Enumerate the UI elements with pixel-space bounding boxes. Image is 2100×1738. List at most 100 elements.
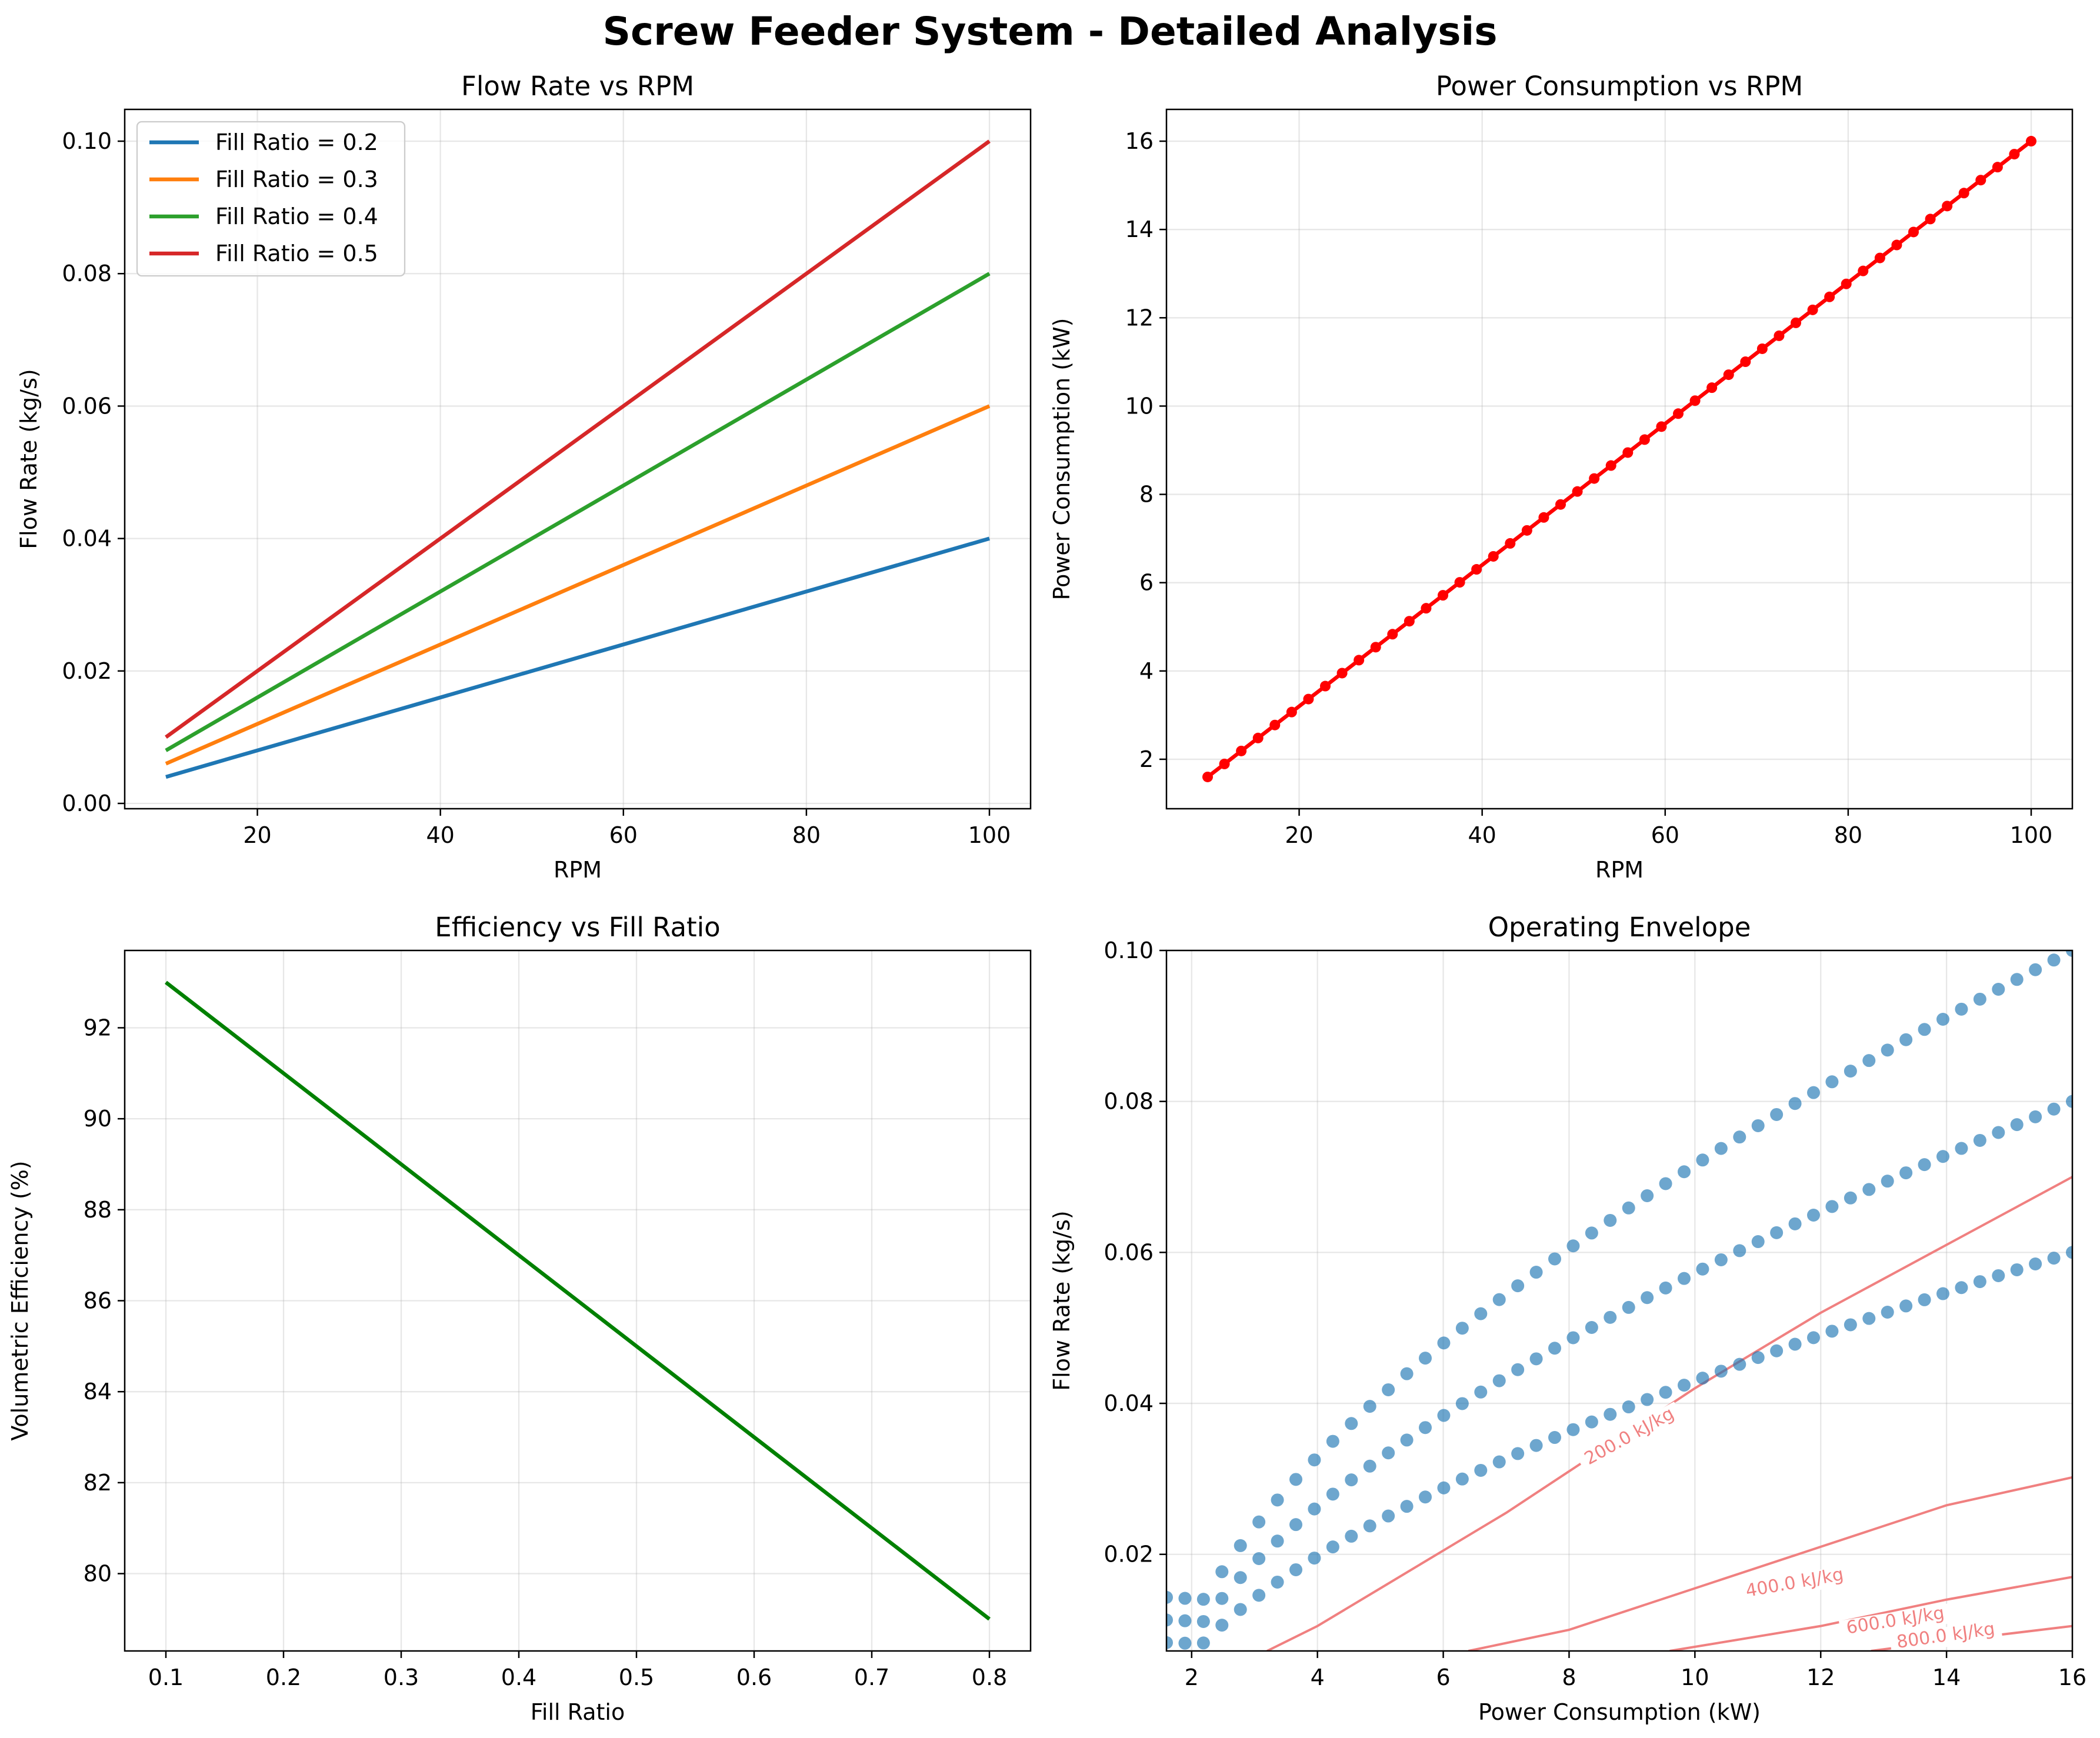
panel-title: Efficiency vs Fill Ratio [435,912,720,943]
power-marker [1824,291,1835,302]
envelope-point [1604,1310,1617,1324]
contour-line [1468,1476,2072,1651]
envelope-point [1419,1490,1432,1504]
y-tick-label: 0.00 [62,790,112,816]
x-tick-label: 0.7 [854,1664,889,1690]
x-axis-label: RPM [554,857,602,883]
y-tick-label: 92 [84,1015,112,1040]
envelope-point [1936,1150,1949,1163]
envelope-point [1511,1279,1525,1293]
power-marker [1874,252,1885,263]
power-marker [1521,525,1532,536]
power-marker [1202,771,1213,782]
envelope-point [1918,1158,1931,1172]
legend: Fill Ratio = 0.2 Fill Ratio = 0.3 Fill Rat… [136,121,406,277]
x-tick-label: 10 [1681,1664,1709,1690]
panel-title: Operating Envelope [1488,912,1751,943]
envelope-point [2047,1102,2061,1116]
x-tick-label: 60 [1651,822,1679,848]
envelope-point [1345,1473,1358,1487]
envelope-point [1714,1365,1728,1378]
envelope-point [1548,1342,1561,1355]
y-axis-label: Volumetric Efficiency (%) [7,1160,33,1440]
envelope-point [2029,1257,2042,1271]
power-marker [1673,408,1684,419]
panel-operating-envelope: 2 4 6 8 10 12 14 16 0.02 0.04 0.06 0.08 0.10 Operatin… [1049,912,2086,1725]
y-tick-label: 0.02 [1104,1542,1154,1567]
envelope-point [1807,1331,1820,1345]
envelope-point [1437,1336,1451,1350]
envelope-point [1751,1119,1765,1132]
envelope-point [1548,1252,1561,1266]
power-marker [1774,330,1785,341]
envelope-point [1955,1002,1968,1016]
x-tick-label: 0.6 [736,1664,772,1690]
envelope-point [1529,1266,1543,1279]
envelope-point [2047,953,2061,967]
y-tick-label: 80 [84,1561,112,1587]
envelope-point [1825,1200,1839,1213]
panel-flow-rate-vs-rpm: 20 40 60 80 100 0.00 0.02 0.04 0.06 0.08 0.10 Flow … [16,71,1032,883]
power-marker [1740,356,1751,368]
figure-title: Screw Feeder System - Detailed Analysis [603,9,1498,54]
envelope-point [1326,1435,1339,1448]
envelope-point [1196,1636,1210,1650]
envelope-point [1437,1409,1451,1422]
power-marker [1488,551,1499,562]
envelope-point [1751,1351,1765,1365]
envelope-point [1363,1400,1376,1413]
power-marker [1303,693,1314,705]
y-tick-label: 0.10 [1104,938,1154,963]
envelope-point [1844,1318,1857,1332]
x-tick-label: 0.3 [384,1664,419,1690]
envelope-point [1973,1133,1986,1147]
plot-frame [124,949,1032,1652]
series-line-fill-ratio-2 [165,272,991,752]
y-tick-label: 4 [1139,658,1154,684]
power-marker [1858,265,1869,276]
envelope-point [2066,1246,2072,1259]
envelope-point [1548,1431,1561,1445]
envelope-point [1166,1613,1173,1627]
power-marker [1723,369,1734,381]
power-marker [2026,136,2036,147]
power-marker [1958,188,1969,199]
power-marker [2009,149,2020,160]
envelope-point [1308,1453,1321,1467]
envelope-point [2029,1110,2042,1123]
power-marker [1286,706,1297,718]
envelope-point [1308,1502,1321,1516]
power-line [1206,139,2032,779]
envelope-point [1714,1253,1728,1266]
plot-area [165,139,991,779]
power-marker [1605,460,1616,471]
envelope-point [1788,1337,1802,1351]
envelope-point [1474,1385,1488,1399]
power-marker [1756,343,1768,354]
x-tick-label: 8 [1562,1664,1576,1690]
envelope-point [1166,1636,1173,1649]
envelope-point [1770,1226,1784,1239]
x-tick-label: 0.1 [148,1664,184,1690]
y-tick-label: 8 [1139,482,1154,508]
efficiency-line [165,980,991,1621]
y-tick-label: 0.04 [62,526,112,552]
envelope-point [1419,1352,1432,1365]
y-axis-label: Power Consumption (kW) [1049,318,1075,601]
power-marker [1320,680,1331,692]
envelope-point [1844,1065,1857,1078]
y-tick-label: 16 [1125,128,1154,154]
x-tick-label: 60 [609,822,638,848]
envelope-point [2029,963,2042,976]
power-marker [1572,486,1583,497]
envelope-point [1696,1372,1709,1385]
envelope-point [1196,1614,1210,1628]
y-tick-label: 2 [1139,746,1154,772]
legend-entry: Fill Ratio = 0.3 [215,166,378,192]
envelope-point [1899,1299,1913,1313]
x-tick-label: 14 [1932,1664,1961,1690]
y-tick-label: 0.08 [62,261,112,286]
x-tick-label: 40 [1468,822,1496,848]
envelope-point [1899,1033,1913,1046]
x-axis-label: Power Consumption (kW) [1478,1699,1761,1725]
